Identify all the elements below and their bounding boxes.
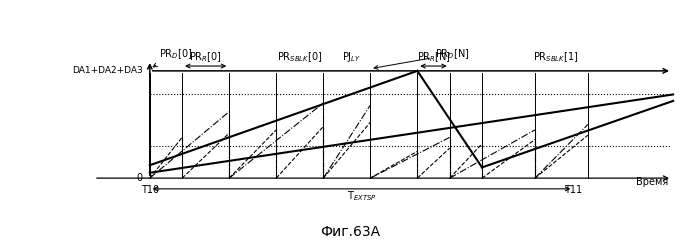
Text: T11: T11 bbox=[564, 185, 582, 194]
Text: Время: Время bbox=[636, 178, 668, 187]
Text: PR$_R$[0]: PR$_R$[0] bbox=[189, 51, 222, 64]
Text: PR$_D$[0]: PR$_D$[0] bbox=[153, 47, 192, 67]
Text: PR$_R$[N]: PR$_R$[N] bbox=[416, 51, 451, 64]
Text: Фиг.63А: Фиг.63А bbox=[320, 225, 380, 239]
Text: T$_{EXTSP}$: T$_{EXTSP}$ bbox=[346, 189, 377, 203]
Text: DA1+DA2+DA3: DA1+DA2+DA3 bbox=[72, 66, 143, 75]
Text: 0: 0 bbox=[136, 173, 143, 183]
Text: PR$_D$[N]: PR$_D$[N] bbox=[374, 47, 470, 69]
Text: PR$_{SBLK}$[0]: PR$_{SBLK}$[0] bbox=[277, 51, 323, 64]
Text: PJ$_{LY}$: PJ$_{LY}$ bbox=[342, 51, 361, 64]
Text: T10: T10 bbox=[141, 185, 159, 194]
Text: PR$_{SBLK}$[1]: PR$_{SBLK}$[1] bbox=[533, 51, 578, 64]
